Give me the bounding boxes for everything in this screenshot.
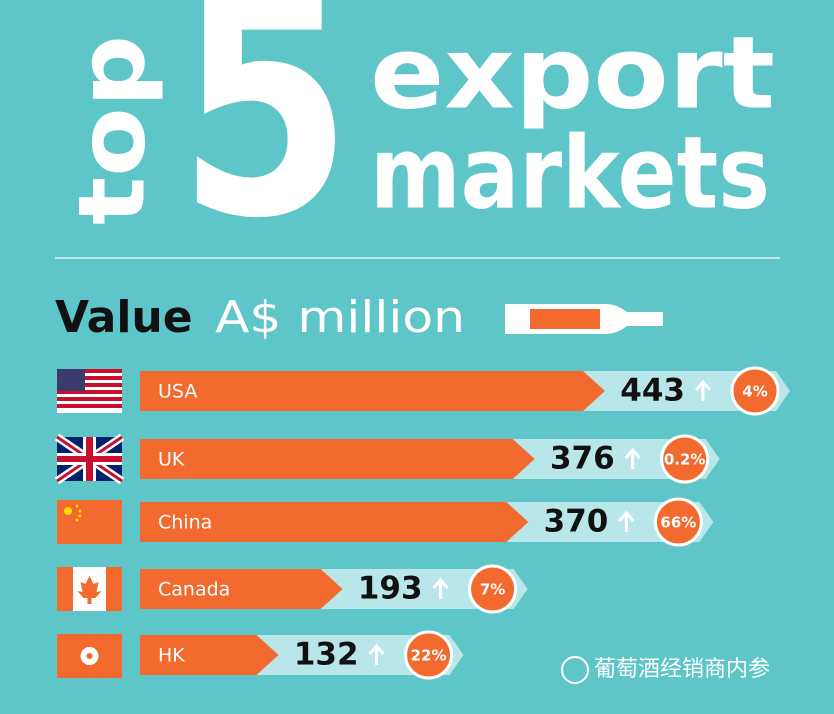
value-label: 132	[294, 637, 359, 673]
bar	[140, 635, 279, 675]
subtitle-bold: Value	[55, 292, 193, 343]
watermark-icon	[561, 656, 589, 684]
bar	[140, 502, 529, 542]
value-label: 376	[550, 441, 615, 477]
watermark: 葡萄酒经销商内参	[561, 656, 770, 684]
flag-canada	[57, 567, 122, 611]
value-label: 443	[620, 373, 685, 409]
growth-badge	[730, 366, 780, 416]
up-arrow	[368, 643, 385, 665]
bar	[140, 371, 605, 411]
title-small: top	[58, 35, 165, 225]
growth-label: 0.2%	[664, 451, 706, 469]
growth-badge	[404, 630, 454, 680]
growth-label: 7%	[480, 581, 505, 599]
up-arrow	[618, 510, 635, 532]
title-line1: export	[370, 14, 775, 131]
growth-label: 22%	[411, 647, 447, 665]
bottle-icon	[505, 304, 663, 334]
growth-badge	[468, 564, 518, 614]
growth-badge	[653, 497, 703, 547]
subtitle-unit: A$ million	[215, 292, 465, 343]
growth-label: 66%	[660, 514, 696, 532]
category-label: Canada	[158, 579, 230, 601]
up-arrow	[624, 447, 641, 469]
title-line2: markets	[370, 114, 770, 231]
bar	[140, 569, 343, 609]
category-label: HK	[158, 645, 185, 667]
value-label: 193	[358, 571, 423, 607]
up-arrow	[694, 379, 712, 401]
flags	[54, 369, 125, 678]
flag-usa	[57, 369, 122, 413]
value-label: 370	[544, 504, 609, 540]
bar	[140, 439, 535, 479]
up-arrow	[432, 577, 449, 599]
category-label: USA	[158, 381, 197, 403]
flag-uk	[54, 433, 125, 485]
flag-hk	[57, 634, 122, 678]
title-number: 5	[178, 0, 353, 287]
category-label: China	[158, 512, 212, 534]
flag-china	[57, 500, 122, 544]
growth-badge	[660, 434, 710, 484]
watermark-text: 葡萄酒经销商内参	[594, 657, 770, 682]
growth-label: 4%	[742, 383, 767, 401]
category-label: UK	[158, 449, 185, 471]
